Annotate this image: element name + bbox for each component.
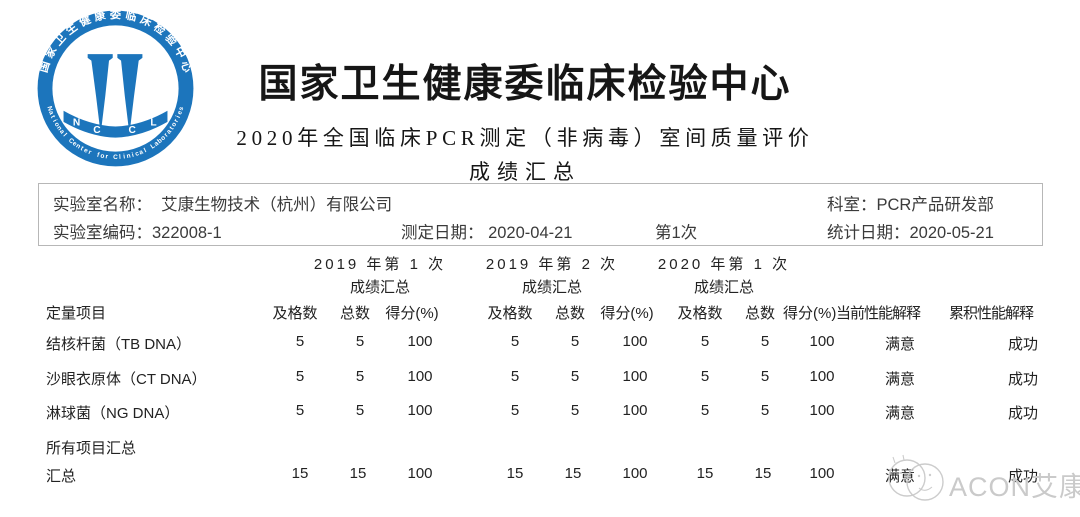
svg-text:康: 康 [93,7,108,23]
svg-text:委: 委 [109,7,122,21]
